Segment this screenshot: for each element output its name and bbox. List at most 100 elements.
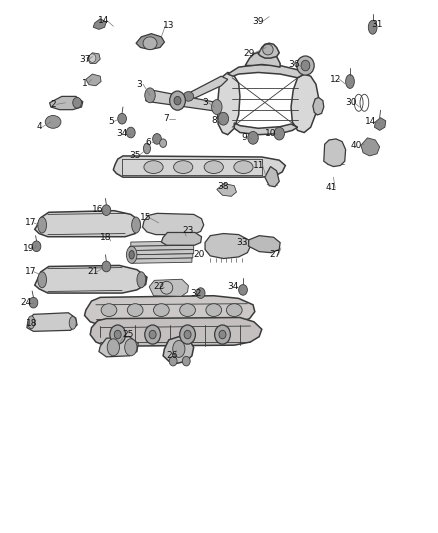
Ellipse shape	[110, 325, 126, 344]
Ellipse shape	[182, 357, 190, 366]
Polygon shape	[217, 183, 237, 196]
Ellipse shape	[153, 304, 169, 317]
Ellipse shape	[301, 60, 310, 71]
Ellipse shape	[45, 116, 61, 128]
Text: 37: 37	[79, 55, 91, 64]
Polygon shape	[161, 232, 201, 245]
Text: 40: 40	[351, 141, 362, 150]
Text: 7: 7	[163, 114, 169, 123]
Ellipse shape	[152, 134, 161, 144]
Text: 11: 11	[254, 161, 265, 170]
Ellipse shape	[137, 272, 146, 288]
Ellipse shape	[29, 297, 38, 308]
Ellipse shape	[73, 98, 81, 108]
Polygon shape	[249, 236, 280, 253]
Ellipse shape	[102, 205, 111, 215]
Polygon shape	[35, 265, 147, 293]
Polygon shape	[132, 258, 192, 263]
Polygon shape	[313, 98, 324, 115]
Polygon shape	[163, 337, 194, 364]
Polygon shape	[136, 34, 164, 50]
Ellipse shape	[169, 357, 177, 366]
Text: 17: 17	[25, 268, 36, 276]
Text: 35: 35	[129, 151, 141, 160]
Ellipse shape	[125, 339, 137, 356]
Ellipse shape	[129, 251, 134, 259]
Text: 34: 34	[117, 129, 128, 138]
Polygon shape	[374, 118, 386, 131]
Ellipse shape	[159, 139, 166, 148]
Ellipse shape	[69, 317, 76, 329]
Ellipse shape	[127, 246, 137, 263]
Text: 5: 5	[108, 117, 113, 126]
Ellipse shape	[346, 75, 354, 88]
Polygon shape	[146, 90, 219, 111]
Ellipse shape	[219, 330, 226, 339]
Text: 4: 4	[36, 122, 42, 131]
Text: 32: 32	[191, 288, 202, 297]
Text: 8: 8	[211, 116, 217, 125]
Ellipse shape	[127, 304, 143, 317]
Polygon shape	[205, 233, 251, 259]
Ellipse shape	[212, 100, 222, 115]
Text: 25: 25	[123, 330, 134, 339]
Ellipse shape	[144, 161, 163, 173]
Polygon shape	[130, 249, 194, 255]
Polygon shape	[99, 337, 138, 357]
Ellipse shape	[144, 143, 150, 154]
Text: 18: 18	[25, 319, 37, 328]
Text: 24: 24	[21, 298, 32, 307]
Ellipse shape	[239, 285, 247, 295]
Polygon shape	[234, 123, 297, 135]
Ellipse shape	[149, 330, 156, 339]
Polygon shape	[324, 139, 346, 166]
Text: 20: 20	[194, 250, 205, 259]
Text: 13: 13	[163, 21, 174, 30]
Ellipse shape	[196, 288, 205, 298]
Polygon shape	[143, 213, 204, 235]
Text: 3: 3	[137, 79, 142, 88]
Ellipse shape	[206, 304, 222, 317]
Polygon shape	[228, 64, 304, 78]
Ellipse shape	[174, 96, 181, 105]
Ellipse shape	[89, 54, 96, 62]
Ellipse shape	[132, 217, 141, 233]
Text: 14: 14	[365, 117, 377, 126]
Text: 27: 27	[269, 251, 281, 260]
Polygon shape	[86, 74, 101, 86]
Ellipse shape	[226, 304, 242, 317]
Text: 33: 33	[236, 238, 247, 247]
Ellipse shape	[173, 341, 185, 358]
Ellipse shape	[145, 325, 160, 344]
Ellipse shape	[170, 91, 185, 110]
Polygon shape	[27, 313, 77, 332]
Text: 14: 14	[98, 16, 109, 25]
Polygon shape	[113, 156, 286, 177]
Ellipse shape	[107, 339, 120, 356]
Ellipse shape	[204, 161, 223, 173]
Polygon shape	[265, 166, 279, 187]
Ellipse shape	[143, 37, 157, 50]
Ellipse shape	[118, 114, 127, 124]
Ellipse shape	[28, 316, 35, 329]
Ellipse shape	[218, 112, 229, 125]
Polygon shape	[258, 43, 279, 58]
Polygon shape	[93, 19, 106, 29]
Ellipse shape	[145, 88, 155, 103]
Text: 10: 10	[265, 129, 276, 138]
Text: 34: 34	[227, 281, 239, 290]
Text: 3: 3	[202, 98, 208, 107]
Ellipse shape	[215, 325, 230, 344]
Ellipse shape	[127, 127, 135, 138]
Text: 23: 23	[182, 227, 193, 236]
Text: 21: 21	[88, 268, 99, 276]
Polygon shape	[217, 72, 240, 135]
Polygon shape	[291, 74, 318, 133]
Text: 22: 22	[153, 282, 164, 291]
Ellipse shape	[180, 325, 195, 344]
Ellipse shape	[32, 241, 41, 252]
Ellipse shape	[173, 161, 193, 173]
Polygon shape	[131, 241, 193, 246]
Ellipse shape	[114, 330, 121, 339]
Ellipse shape	[102, 261, 111, 272]
